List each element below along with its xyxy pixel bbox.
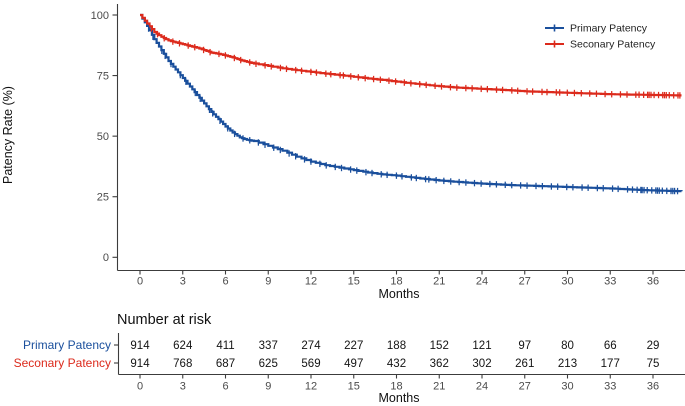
risk-table: Primary Patency 914 624 411 337 274 227 188 152 1…: [14, 333, 685, 393]
x-tick-label: 27: [519, 276, 531, 288]
risk-count: 97: [518, 340, 531, 352]
x-tick-label: 6: [222, 276, 228, 288]
risk-count: 80: [561, 340, 574, 352]
risk-count: 768: [173, 358, 192, 370]
risk-table-title: Number at risk: [117, 312, 212, 328]
x-tick-label: 30: [561, 276, 573, 288]
risk-count: 624: [173, 340, 193, 352]
risk-count: 411: [216, 340, 234, 352]
x-tick-label: 3: [180, 276, 186, 288]
risk-count: 29: [647, 340, 660, 352]
risk-count: 337: [259, 340, 278, 352]
risk-count: 569: [301, 358, 320, 370]
risk-x-tick-label: 30: [561, 381, 573, 393]
risk-x-tick-label: 36: [647, 381, 659, 393]
legend-label: Primary Patency: [570, 23, 648, 35]
risk-count: 188: [387, 340, 406, 352]
risk-count: 75: [647, 358, 660, 370]
x-tick-label: 0: [137, 276, 143, 288]
x-tick-label: 24: [476, 276, 488, 288]
risk-x-tick-label: 3: [180, 381, 186, 393]
risk-x-tick-label: 6: [222, 381, 228, 393]
risk-count: 261: [515, 358, 534, 370]
y-axis: 0 25 50 75 100: [91, 4, 119, 271]
risk-count: 152: [430, 340, 449, 352]
risk-x-tick-label: 24: [476, 381, 488, 393]
risk-count: 432: [387, 358, 406, 370]
risk-row-label: Primary Patency: [23, 338, 111, 352]
censor-marks: [147, 25, 681, 195]
x-tick-label: 9: [265, 276, 271, 288]
risk-count: 66: [604, 340, 617, 352]
risk-count: 362: [430, 358, 449, 370]
risk-count: 302: [472, 358, 491, 370]
risk-x-axis-title: Months: [379, 391, 420, 405]
x-tick-label: 15: [348, 276, 360, 288]
risk-x-tick-label: 33: [604, 381, 616, 393]
y-axis-title: Patency Rate (%): [1, 86, 15, 184]
risk-x-tick-label: 12: [305, 381, 317, 393]
risk-count: 177: [601, 358, 620, 370]
x-axis: 0 3 6 9 12 15 18 21 24 27 30 33 36: [117, 269, 685, 288]
y-tick-label: 25: [97, 192, 109, 204]
risk-x-tick-label: 0: [137, 381, 143, 393]
risk-count: 213: [558, 358, 577, 370]
x-tick-label: 36: [647, 276, 659, 288]
x-tick-label: 21: [433, 276, 445, 288]
y-tick-label: 0: [103, 252, 109, 264]
risk-x-tick-label: 21: [433, 381, 445, 393]
y-tick-label: 50: [97, 131, 109, 143]
risk-count: 687: [216, 358, 235, 370]
risk-x-tick-label: 18: [390, 381, 402, 393]
y-tick-label: 100: [91, 10, 109, 22]
risk-count: 497: [344, 358, 363, 370]
x-axis-title: Months: [379, 287, 420, 301]
risk-count: 914: [130, 358, 150, 370]
risk-count: 274: [301, 340, 321, 352]
x-tick-label: 18: [390, 276, 402, 288]
x-tick-label: 33: [604, 276, 616, 288]
risk-x-tick-label: 9: [265, 381, 271, 393]
legend-label: Seconary Patency: [570, 39, 656, 51]
risk-count: 625: [259, 358, 278, 370]
risk-x-tick-label: 15: [348, 381, 360, 393]
y-tick-label: 75: [97, 70, 109, 82]
risk-row-label: Seconary Patency: [14, 356, 111, 370]
risk-count: 121: [472, 340, 491, 352]
legend: Primary Patency Seconary Patency: [545, 23, 656, 51]
risk-x-tick-label: 27: [519, 381, 531, 393]
x-tick-label: 12: [305, 276, 317, 288]
risk-count: 227: [344, 340, 363, 352]
risk-count: 914: [130, 340, 150, 352]
